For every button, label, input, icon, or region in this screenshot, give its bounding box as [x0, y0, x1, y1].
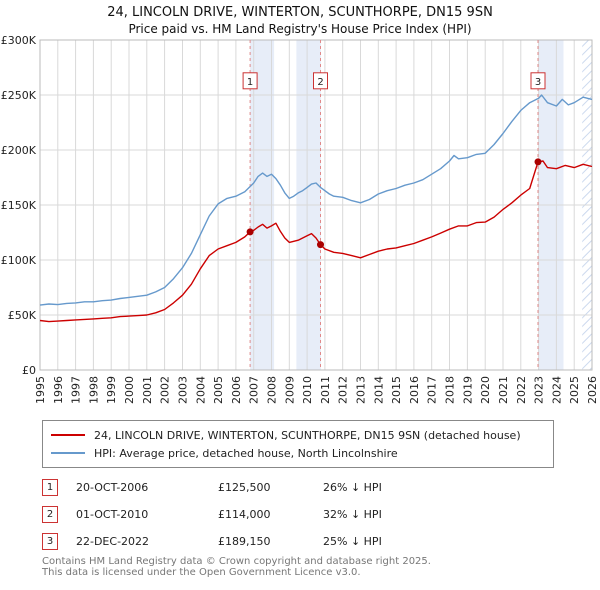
hpi-line	[39, 94, 593, 306]
sale-label-number: 1	[247, 77, 253, 88]
x-axis-tick-label: 2015	[390, 376, 403, 404]
transaction-price: £189,150	[218, 534, 271, 548]
x-axis-tick-label: 2019	[461, 376, 474, 404]
x-axis-tick-label: 1995	[34, 376, 47, 404]
price-paid-line	[39, 160, 593, 323]
y-axis-tick-label: £100K	[1, 254, 37, 267]
x-axis-tick-label: 2005	[212, 376, 225, 404]
sale-point-2	[317, 241, 324, 249]
x-axis-tick-label: 2004	[194, 376, 207, 404]
transaction-row: 2 01-OCT-2010 £114,000 32% ↓ HPI	[42, 505, 582, 523]
y-axis-tick-label: £0	[22, 364, 36, 377]
transaction-hpi-delta: 32% ↓ HPI	[323, 507, 382, 521]
x-axis-tick-label: 2011	[319, 376, 332, 404]
blue-line-swatch-icon	[51, 452, 85, 454]
transaction-price: £114,000	[218, 507, 271, 521]
x-axis-tick-label: 2010	[301, 376, 314, 404]
chart-legend: 24, LINCOLN DRIVE, WINTERTON, SCUNTHORPE…	[42, 420, 554, 468]
y-axis-tick-label: £300K	[1, 34, 37, 47]
chart-subtitle: Price paid vs. HM Land Registry's House …	[128, 22, 472, 36]
x-axis-tick-label: 2003	[177, 376, 190, 404]
price-history-chart: £0 £50K £100K £150K £200K £250K £300K 1995 1996 1…	[1, 34, 599, 404]
x-axis-tick-label: 2020	[479, 376, 492, 404]
x-axis-tick-label: 2014	[372, 376, 385, 404]
sale-label-number: 3	[535, 77, 541, 88]
transactions-table: 1 20-OCT-2006 £125,500 26% ↓ HPI 2 01-OC…	[42, 478, 582, 560]
transaction-date: 22-DEC-2022	[76, 534, 150, 548]
transaction-hpi-delta: 25% ↓ HPI	[323, 534, 382, 548]
x-axis-tick-label: 2026	[586, 376, 599, 404]
red-line-swatch-icon	[51, 434, 85, 436]
transaction-hpi-delta: 26% ↓ HPI	[323, 480, 382, 494]
transaction-row: 3 22-DEC-2022 £189,150 25% ↓ HPI	[42, 532, 582, 550]
x-axis-tick-label: 2017	[426, 376, 439, 404]
footer-line-1: Contains HM Land Registry data © Crown c…	[42, 556, 431, 567]
x-axis-tick-label: 2007	[248, 376, 261, 404]
transaction-price: £125,500	[218, 480, 271, 494]
x-axis-tick-label: 2006	[230, 376, 243, 404]
sale-label-number: 2	[317, 77, 323, 88]
transaction-row: 1 20-OCT-2006 £125,500 26% ↓ HPI	[42, 478, 582, 496]
x-axis-tick-label: 2000	[123, 376, 136, 404]
x-axis-tick-label: 2008	[266, 376, 279, 404]
transaction-number-box: 3	[42, 532, 58, 550]
x-axis-tick-label: 1997	[70, 376, 83, 404]
y-axis-tick-label: £150K	[1, 199, 37, 212]
x-axis-tick-label: 2001	[141, 376, 154, 404]
legend-item-hpi: HPI: Average price, detached house, Nort…	[51, 444, 545, 462]
sale-point-3	[534, 158, 542, 166]
y-axis-tick-label: £50K	[8, 309, 37, 322]
x-axis-tick-label: 2016	[408, 376, 421, 404]
x-axis-tick-label: 2024	[550, 376, 563, 404]
copyright-footer: Contains HM Land Registry data © Crown c…	[42, 556, 431, 578]
chart-title: 24, LINCOLN DRIVE, WINTERTON, SCUNTHORPE…	[107, 5, 493, 20]
x-axis-tick-label: 1999	[105, 376, 118, 404]
legend-item-price-paid: 24, LINCOLN DRIVE, WINTERTON, SCUNTHORPE…	[51, 426, 545, 444]
sale-label-box-3	[530, 72, 546, 90]
x-axis-tick-label: 2009	[283, 376, 296, 404]
sale-label-box-1	[242, 72, 258, 90]
x-axis-tick-label: 2002	[159, 376, 172, 404]
x-axis-tick-label: 2022	[515, 376, 528, 404]
transaction-number-box: 2	[42, 505, 58, 523]
x-axis-tick-label: 2021	[497, 376, 510, 404]
footer-line-2: This data is licensed under the Open Gov…	[42, 567, 361, 578]
sale-point-1	[246, 228, 254, 236]
transaction-number-box: 1	[42, 478, 58, 496]
sale-label-box-2	[313, 72, 328, 90]
x-axis-tick-label: 2013	[355, 376, 368, 404]
x-axis-tick-label: 2018	[444, 376, 457, 404]
transaction-date: 20-OCT-2006	[76, 480, 149, 494]
legend-label-price-paid: 24, LINCOLN DRIVE, WINTERTON, SCUNTHORPE…	[94, 428, 521, 442]
x-axis-tick-label: 1998	[87, 376, 100, 404]
y-axis-tick-label: £250K	[1, 89, 37, 102]
legend-label-hpi: HPI: Average price, detached house, Nort…	[94, 446, 398, 460]
x-axis-tick-label: 2025	[568, 376, 581, 404]
x-axis-tick-label: 2023	[533, 376, 546, 404]
x-axis-tick-label: 1996	[52, 376, 65, 404]
y-axis-tick-label: £200K	[1, 144, 37, 157]
transaction-date: 01-OCT-2010	[76, 507, 149, 521]
x-axis-tick-label: 2012	[337, 376, 350, 404]
